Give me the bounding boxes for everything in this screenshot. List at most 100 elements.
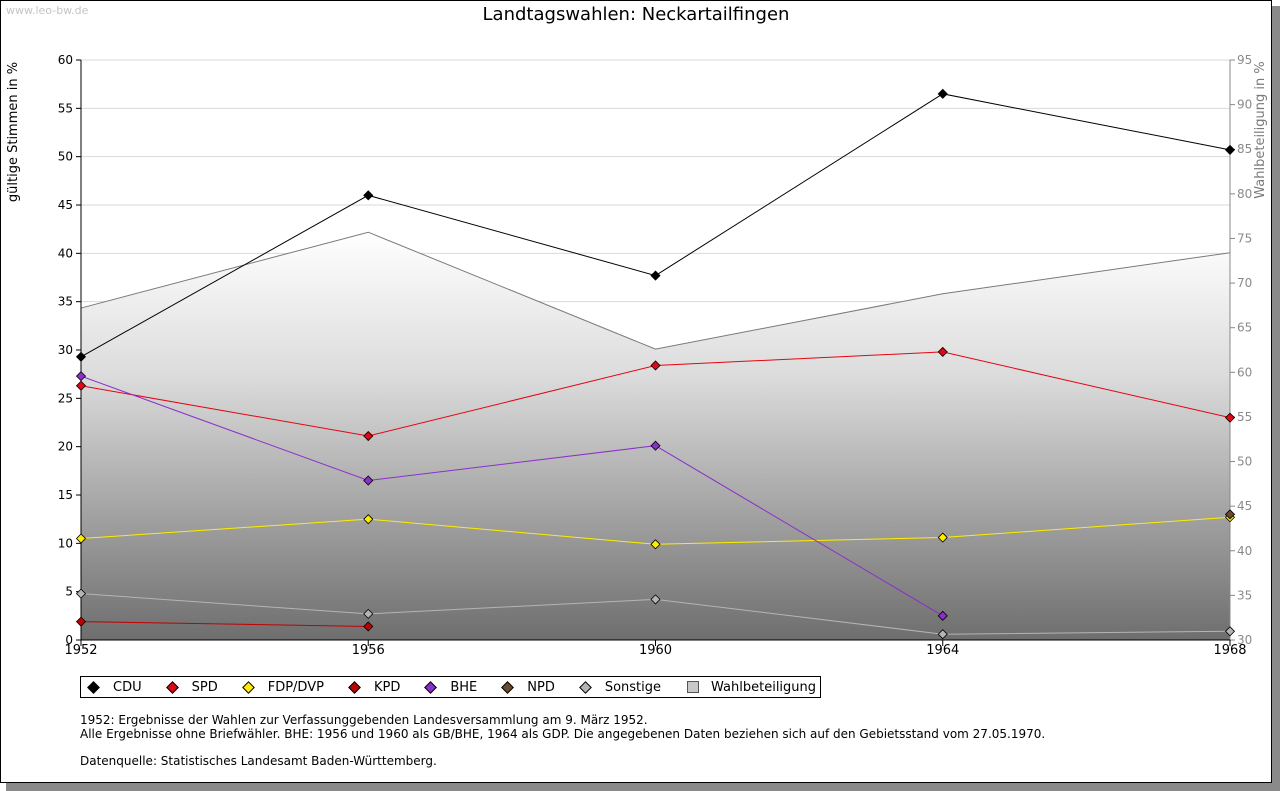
legend-item: CDU: [87, 679, 142, 695]
y-tick-label: 55: [58, 101, 73, 115]
turnout-area-fill: [81, 232, 1230, 640]
data-point-bhe: [363, 475, 374, 486]
legend-label: SPD: [191, 679, 218, 695]
legend-item: FDP/DVP: [241, 679, 324, 695]
legend-label: BHE: [450, 679, 478, 695]
data-point-bhe: [937, 610, 948, 621]
legend-label: KPD: [373, 679, 401, 695]
data-point-cdu: [75, 351, 87, 362]
data-point-bhe: [75, 371, 87, 382]
x-tick-label: 1952: [64, 643, 97, 658]
y-tick-label: 15: [58, 488, 73, 502]
legend-marker: [348, 680, 361, 694]
legend-item: BHE: [424, 679, 478, 695]
data-point-cdu: [1224, 144, 1236, 155]
data-source: Datenquelle: Statistisches Landesamt Bad…: [80, 754, 437, 768]
y-tick-label: 30: [58, 343, 73, 357]
tick-labels: 0 5 10 15 20 25 30 35 40 45 50 55 60 30 35 40 45 50 55 60 65…: [58, 53, 1253, 658]
legend-marker: [501, 680, 515, 694]
note-line-2: Alle Ergebnisse ohne Briefwähler. BHE: 1…: [80, 727, 1046, 741]
legend-label: Wahlbeteiligung: [711, 679, 817, 695]
legend-item: KPD: [348, 679, 401, 695]
y-tick-label: 60: [58, 53, 73, 67]
watermark: www.leo-bw.de: [6, 4, 89, 17]
y-tick-label: 0: [65, 633, 73, 647]
y2-tick-label: 50: [1237, 455, 1252, 469]
turnout-area: [80, 231, 1231, 640]
y-tick-label: 50: [58, 150, 73, 164]
data-point-fdp-dvp: [937, 532, 948, 543]
data-point-sonstige: [363, 608, 374, 619]
x-tick-label: 1964: [926, 643, 959, 658]
data-point-cdu: [363, 190, 374, 201]
data-point-sonstige: [75, 588, 87, 599]
y2-tick-label: 75: [1237, 231, 1252, 245]
legend-label: NPD: [527, 679, 555, 695]
legend-marker: [87, 680, 100, 694]
y2-tick-label: 35: [1237, 588, 1252, 602]
legend-label: FDP/DVP: [267, 679, 324, 695]
frame-shadow-right: [1272, 6, 1280, 791]
data-point-fdp-dvp: [363, 514, 374, 525]
note-line-1: 1952: Ergebnisse der Wahlen zur Verfassu…: [80, 713, 648, 727]
legend-marker: [165, 680, 179, 694]
y2-tick-label: 65: [1237, 321, 1252, 335]
data-point-spd: [650, 360, 661, 371]
y-tick-label: 25: [58, 391, 73, 405]
data-point-fdp-dvp: [650, 539, 661, 550]
y2-tick-label: 80: [1237, 187, 1252, 201]
data-point-bhe: [650, 440, 661, 451]
x-tick-label: 1960: [639, 643, 672, 658]
x-tick-label: 1968: [1213, 643, 1246, 658]
legend-marker: [424, 680, 438, 694]
y-tick-label: 45: [58, 198, 73, 212]
chart-title: Landtagswahlen: Neckartailfingen: [482, 4, 790, 25]
legend-label: CDU: [113, 679, 142, 695]
legend-swatch-box: [687, 681, 700, 693]
data-point-sonstige: [1224, 626, 1236, 637]
y2-tick-label: 40: [1237, 544, 1252, 558]
line-chart: 0 5 10 15 20 25 30 35 40 45 50 55 60 30 35 40 45 50 55 60 65…: [6, 53, 1268, 658]
series-line-bhe: [80, 375, 944, 617]
y2-tick-label: 55: [1237, 410, 1252, 424]
y-tick-label: 10: [58, 536, 73, 550]
data-point-kpd: [363, 621, 374, 632]
legend-label: Sonstige: [604, 679, 662, 695]
y2-tick-label: 70: [1237, 276, 1252, 290]
x-tick-label: 1956: [352, 643, 385, 658]
series-lines: [75, 88, 1236, 640]
y2-tick-label: 85: [1237, 142, 1252, 156]
turnout-line: [80, 231, 1231, 350]
y-axis-label: gültige Stimmen in %: [6, 62, 21, 202]
y-tick-label: 35: [58, 295, 73, 309]
data-point-sonstige: [937, 629, 948, 640]
y2-tick-label: 90: [1237, 98, 1252, 112]
y-tick-label: 40: [58, 246, 73, 260]
y2-tick-label: 45: [1237, 499, 1252, 513]
data-point-spd: [1224, 412, 1236, 423]
legend-item: NPD: [501, 679, 555, 695]
y-tick-label: 20: [58, 440, 73, 454]
data-point-cdu: [650, 270, 661, 281]
y2-axis-label: Wahlbeteiligung in %: [1253, 61, 1268, 198]
legend-item: SPD: [165, 679, 218, 695]
data-point-fdp-dvp: [75, 533, 87, 544]
data-point-spd: [937, 346, 948, 357]
data-point-spd: [75, 380, 87, 391]
notes: 1952: Ergebnisse der Wahlen zur Verfassu…: [80, 713, 1045, 768]
y2-tick-label: 30: [1237, 633, 1252, 647]
series-line-kpd: [80, 621, 369, 627]
y-tick-label: 5: [65, 585, 73, 599]
legend-marker: [578, 680, 592, 694]
data-point-cdu: [937, 88, 948, 99]
legend-item: Wahlbeteiligung: [687, 680, 816, 695]
frame-shadow-bottom: [6, 783, 1280, 791]
legend-marker: [241, 680, 255, 694]
y2-tick-label: 60: [1237, 365, 1252, 379]
data-point-sonstige: [650, 594, 661, 605]
legend-item: Sonstige: [578, 679, 662, 695]
data-point-npd: [1224, 509, 1236, 520]
data-point-spd: [363, 430, 374, 442]
data-point-kpd: [75, 616, 87, 627]
legend: CDU SPD FDP/DVP KPD BHE NPD Sonstige Wahlbeteil…: [80, 676, 821, 698]
